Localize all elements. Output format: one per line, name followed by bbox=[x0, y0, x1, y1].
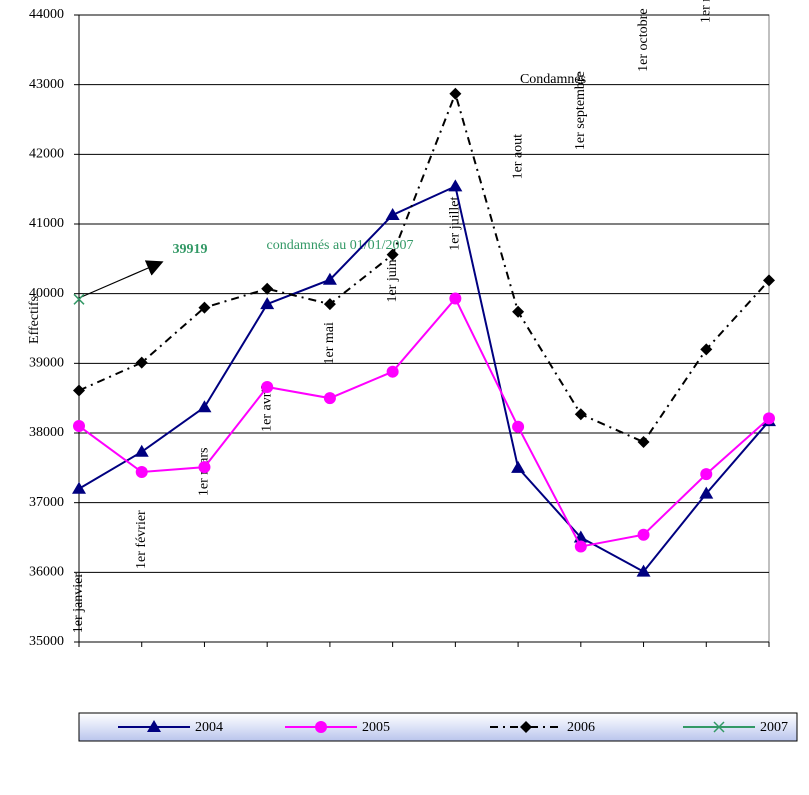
marker bbox=[763, 274, 775, 287]
series-line bbox=[78, 184, 770, 573]
y-tick-label: 44000 bbox=[29, 7, 64, 22]
y-tick-label: 40000 bbox=[29, 286, 64, 301]
marker bbox=[448, 179, 463, 192]
marker bbox=[322, 272, 337, 285]
x-tick-label: 1er février bbox=[134, 510, 149, 569]
marker bbox=[386, 248, 399, 261]
marker bbox=[637, 436, 650, 449]
series-line bbox=[78, 90, 770, 444]
marker bbox=[449, 87, 462, 100]
marker bbox=[512, 420, 525, 433]
legend-label: 2007 bbox=[760, 720, 788, 735]
marker bbox=[713, 721, 725, 733]
y-tick-label: 38000 bbox=[29, 425, 64, 440]
legend-item: 2005 bbox=[285, 720, 390, 735]
marker bbox=[261, 282, 274, 295]
x-tick-label: 1er mai bbox=[322, 322, 337, 364]
marker bbox=[323, 298, 336, 311]
marker bbox=[147, 720, 161, 732]
marker bbox=[72, 481, 86, 494]
legend-label: 2005 bbox=[362, 720, 390, 735]
marker bbox=[511, 460, 526, 473]
marker bbox=[261, 381, 274, 394]
x-tick-label: 1er septembre bbox=[573, 71, 588, 150]
marker bbox=[198, 461, 211, 474]
marker bbox=[763, 412, 775, 425]
marker bbox=[135, 356, 148, 369]
x-tick-label: 1er novembre bbox=[698, 0, 713, 23]
x-tick-label: 1er avril bbox=[259, 385, 274, 432]
legend-label: 2004 bbox=[195, 720, 223, 735]
legend-item: 2006 bbox=[490, 720, 595, 735]
marker bbox=[134, 444, 149, 457]
y-tick-label: 43000 bbox=[29, 77, 64, 92]
marker bbox=[385, 207, 400, 220]
y-tick-label: 42000 bbox=[29, 147, 64, 162]
legend-label: 2006 bbox=[567, 720, 595, 735]
marker bbox=[520, 721, 532, 733]
y-tick-label: 37000 bbox=[29, 495, 64, 510]
legend-item: 2007 bbox=[683, 720, 788, 735]
marker bbox=[197, 400, 212, 413]
marker bbox=[73, 293, 85, 305]
series-line bbox=[78, 296, 770, 548]
marker bbox=[73, 420, 85, 433]
data-label: 39919 bbox=[173, 242, 208, 257]
marker bbox=[323, 392, 336, 405]
legend bbox=[78, 712, 798, 742]
annotation: Condamnés bbox=[520, 72, 586, 87]
plot-area bbox=[78, 14, 770, 643]
marker bbox=[574, 540, 587, 553]
marker bbox=[700, 343, 713, 356]
marker bbox=[135, 466, 148, 479]
legend-item: 2004 bbox=[118, 720, 223, 735]
y-axis-label: Effectifs bbox=[27, 296, 42, 344]
marker bbox=[449, 292, 462, 305]
y-tick-label: 36000 bbox=[29, 565, 64, 580]
marker bbox=[198, 301, 211, 314]
marker bbox=[73, 384, 85, 397]
marker bbox=[699, 486, 714, 499]
marker bbox=[512, 305, 525, 318]
arrow bbox=[78, 260, 164, 299]
x-tick-label: 1er octobre bbox=[636, 8, 651, 71]
marker bbox=[386, 365, 399, 378]
marker bbox=[315, 721, 327, 733]
marker bbox=[260, 297, 275, 310]
x-tick-label: 1er juin bbox=[385, 259, 400, 302]
marker bbox=[637, 528, 650, 541]
marker bbox=[636, 564, 651, 577]
x-tick-label: 1er juillet bbox=[448, 197, 463, 251]
marker bbox=[700, 468, 713, 481]
annotation: condamnés au 01/01/2007 bbox=[267, 238, 414, 253]
x-tick-label: 1er aout bbox=[510, 134, 525, 180]
y-tick-label: 39000 bbox=[29, 356, 64, 371]
y-tick-label: 41000 bbox=[29, 216, 64, 231]
marker bbox=[574, 408, 587, 421]
y-tick-label: 35000 bbox=[29, 634, 64, 649]
